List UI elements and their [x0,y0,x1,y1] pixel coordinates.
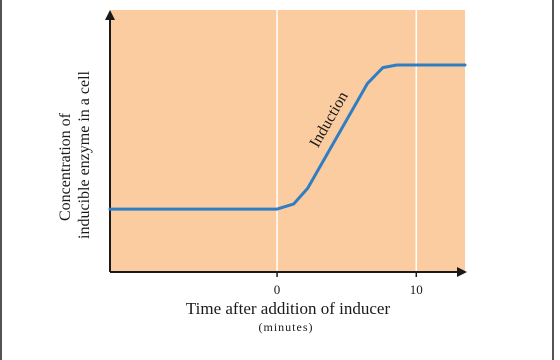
x-tick-labels: 0 10 [274,272,423,297]
x-axis-arrowhead [457,267,467,277]
x-tick-label-10: 10 [410,282,423,297]
y-axis-title-line-1: Concentration of [57,112,74,221]
x-axis-subtitle: (minutes) [259,320,314,334]
axes [105,10,467,277]
series-line-0 [108,63,467,211]
y-axis-title-line-2: inducible enzyme in a cell [76,70,93,238]
x-axis-title: Time after addition of inducer [186,299,391,318]
y-axis-arrowhead [105,10,115,20]
grid-lines [276,10,418,272]
plot-area-background [110,10,465,272]
x-tick-label-0: 0 [274,282,281,297]
series-layer [108,63,467,211]
